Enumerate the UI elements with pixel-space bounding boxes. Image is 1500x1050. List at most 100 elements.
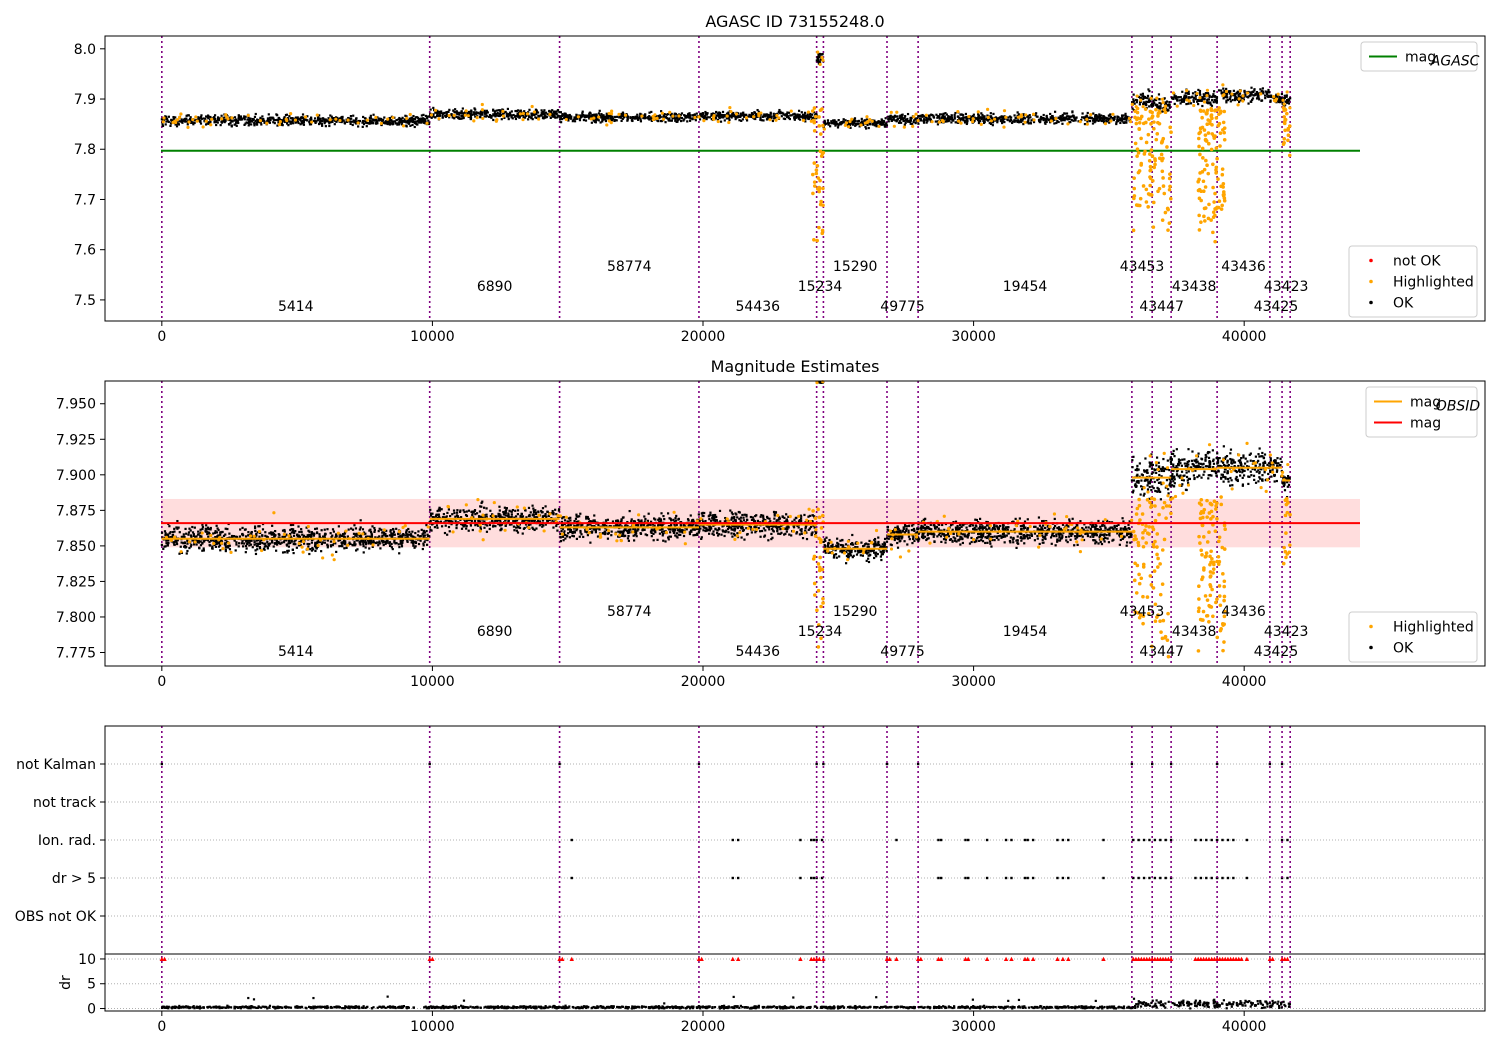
highlighted-point — [1137, 169, 1142, 173]
ok-point — [418, 117, 421, 121]
ok-point — [369, 114, 372, 117]
ok-point — [505, 508, 508, 511]
ok-point — [571, 534, 574, 538]
highlighted-point — [671, 114, 675, 118]
ok-point — [1071, 110, 1074, 113]
ok-point — [522, 519, 525, 523]
ok-point — [301, 113, 305, 116]
ok-point — [330, 536, 333, 539]
ok-point — [277, 533, 280, 536]
ok-point — [686, 120, 689, 123]
ok-point — [372, 113, 375, 116]
ok-point — [1251, 97, 1255, 100]
ok-point — [275, 541, 278, 544]
ok-point — [479, 528, 482, 531]
ok-point — [218, 544, 222, 547]
ok-point — [679, 116, 682, 119]
highlighted-point — [1198, 126, 1203, 131]
ok-point — [199, 531, 202, 534]
ok-point — [356, 548, 359, 551]
ok-point — [760, 119, 763, 122]
ok-point — [555, 113, 558, 116]
ok-point — [1247, 96, 1250, 99]
ok-point — [314, 545, 317, 548]
ok-point — [543, 109, 546, 112]
ok-point — [1229, 96, 1232, 99]
ok-point — [234, 535, 237, 538]
obsid-label: 58774 — [607, 259, 652, 275]
highlighted-point — [1131, 228, 1136, 233]
ok-point — [189, 119, 192, 122]
highlighted-point — [1148, 176, 1153, 181]
highlighted-point — [220, 117, 224, 121]
ok-point — [622, 116, 625, 119]
ok-point — [465, 525, 468, 528]
ok-point — [296, 116, 299, 119]
ok-point — [545, 111, 548, 114]
ok-point — [414, 541, 418, 545]
ok-point — [1278, 95, 1281, 99]
ok-point — [662, 113, 665, 116]
ok-point — [1074, 117, 1077, 120]
ok-point — [224, 542, 227, 545]
ok-point — [186, 542, 189, 545]
highlighted-point — [224, 113, 228, 117]
ok-point — [1156, 106, 1159, 109]
ok-point — [507, 512, 510, 515]
ok-point — [254, 552, 258, 556]
ok-point — [705, 117, 708, 121]
ok-point — [932, 114, 935, 117]
ok-point — [1236, 98, 1239, 101]
highlighted-point — [1163, 107, 1167, 112]
ok-point — [1198, 91, 1201, 94]
ok-point — [1070, 118, 1073, 122]
ok-point — [446, 533, 449, 536]
ok-point — [806, 113, 809, 116]
ok-point — [685, 528, 688, 531]
ok-point — [496, 519, 499, 522]
ok-point — [1097, 116, 1100, 119]
ok-point — [300, 530, 303, 533]
ok-point — [317, 539, 320, 542]
ok-point — [922, 121, 926, 124]
ok-point — [727, 117, 730, 120]
obsid-label: 54436 — [736, 299, 781, 315]
ok-point — [861, 121, 864, 124]
ok-point — [1249, 94, 1252, 97]
ok-point — [283, 530, 286, 533]
ok-point — [935, 113, 938, 116]
ok-point — [575, 114, 579, 117]
ok-point — [234, 123, 237, 126]
ok-point — [1042, 117, 1046, 120]
highlighted-point — [1206, 131, 1211, 135]
ok-point — [259, 547, 262, 550]
ok-point — [1231, 98, 1234, 102]
ok-point — [388, 123, 392, 126]
ok-point — [423, 534, 426, 537]
ok-point — [787, 116, 790, 120]
ok-point — [436, 509, 439, 513]
highlighted-point — [1222, 130, 1226, 135]
ok-point — [1283, 94, 1286, 97]
ok-point — [714, 115, 717, 118]
ok-point — [581, 112, 584, 115]
highlighted-point — [892, 124, 896, 128]
ok-point — [238, 542, 241, 545]
ok-point — [1206, 101, 1209, 104]
ok-point — [362, 115, 365, 119]
ok-point — [370, 542, 373, 545]
ok-point — [1229, 100, 1232, 103]
ok-point — [1197, 102, 1200, 106]
ok-point — [357, 125, 360, 128]
ok-point — [440, 110, 443, 113]
ok-point — [299, 540, 303, 543]
highlighted-point — [1198, 96, 1202, 100]
ok-point — [426, 533, 429, 536]
ok-point — [209, 544, 212, 547]
ok-point — [601, 120, 604, 123]
ok-point — [199, 528, 202, 531]
ok-point — [540, 114, 543, 117]
ok-point — [530, 114, 534, 117]
ok-point — [281, 124, 284, 127]
highlighted-point — [1156, 189, 1160, 194]
